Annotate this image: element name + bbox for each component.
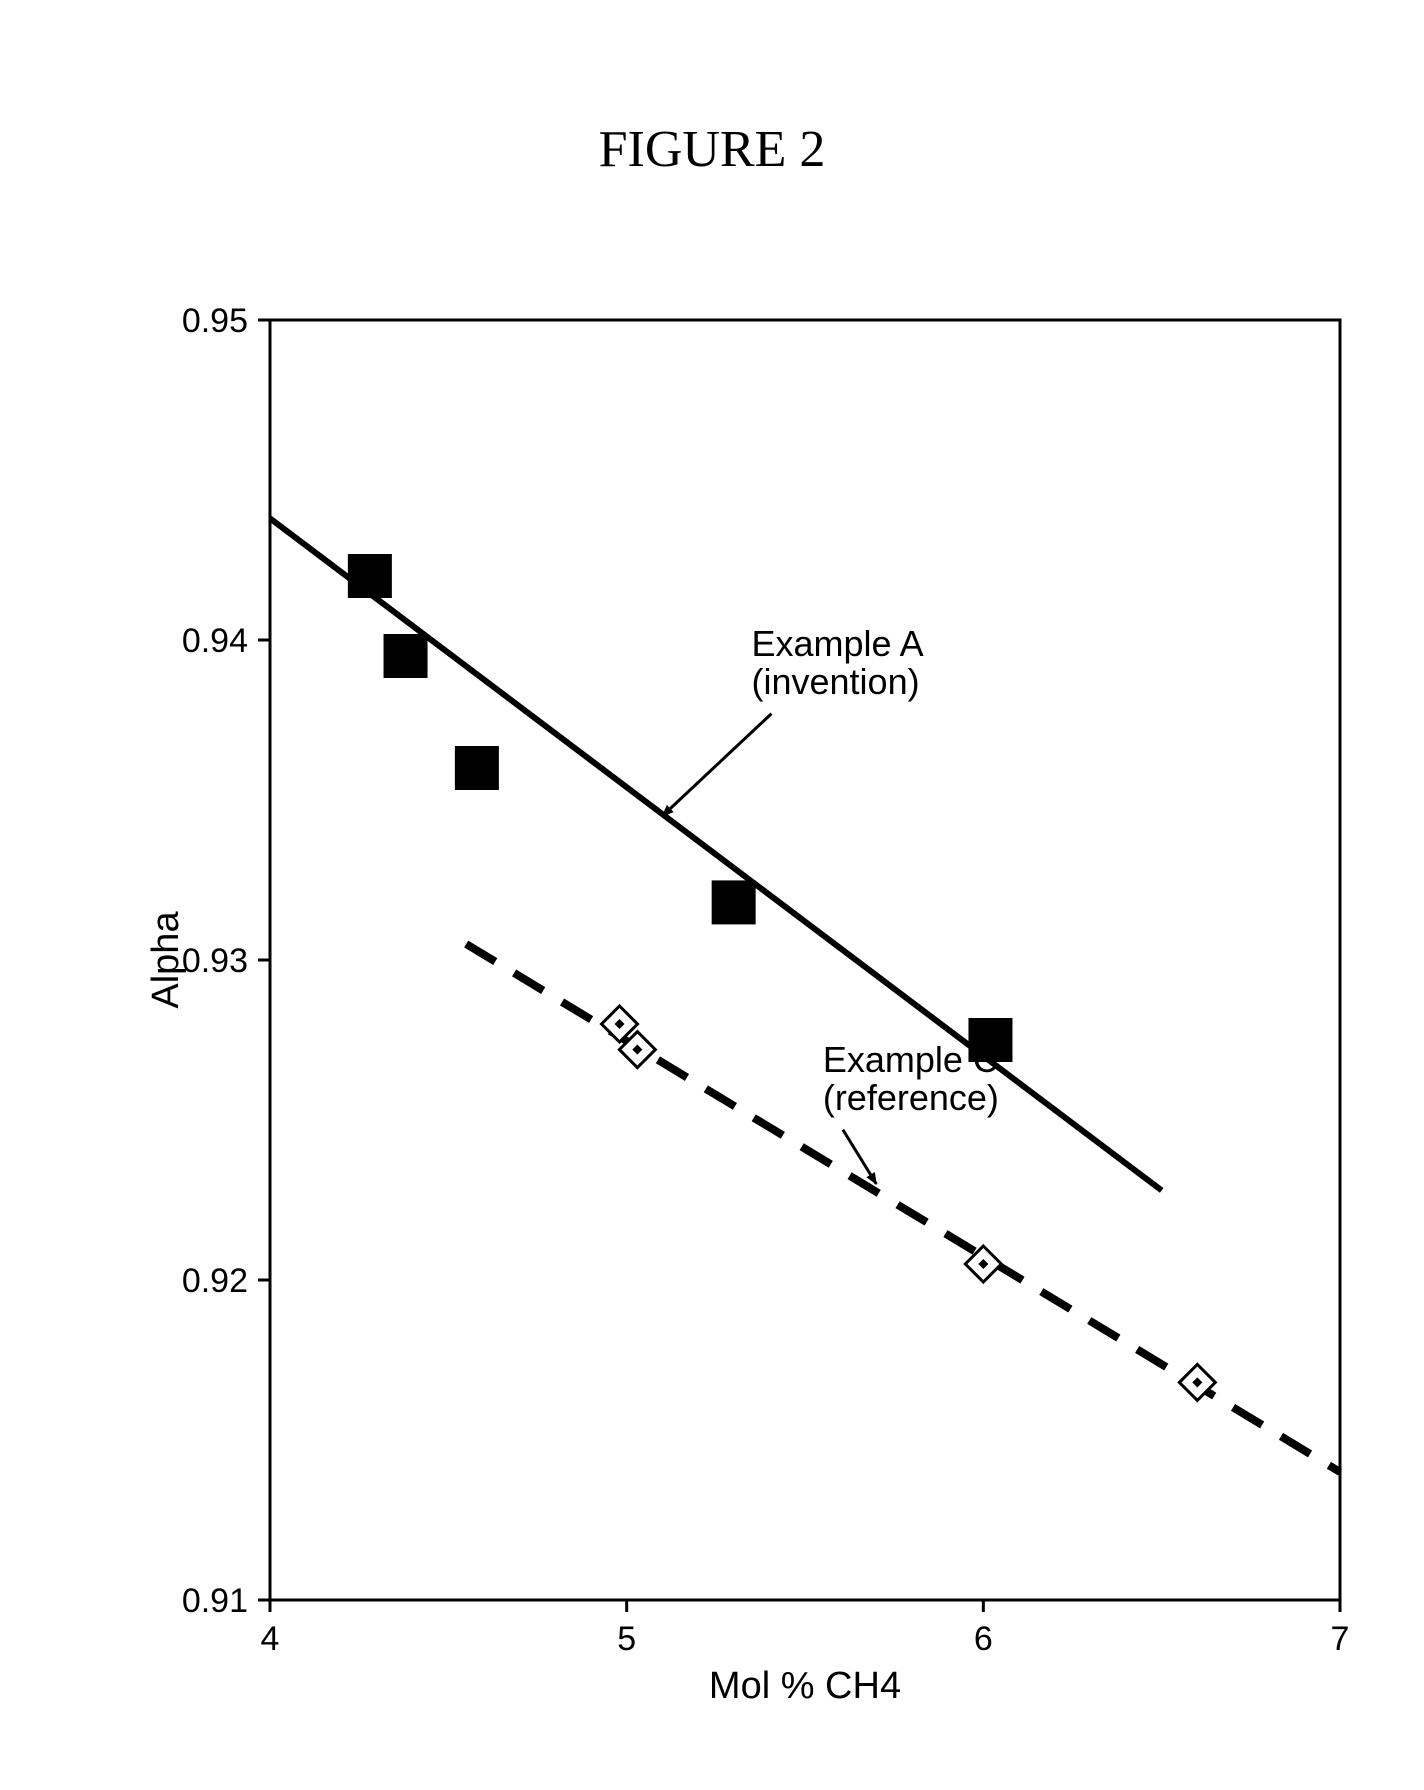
square-marker	[384, 634, 428, 678]
series-annotation-label: Example A(invention)	[752, 623, 924, 702]
y-axis-ticks: 0.91 0.92 0.93 0.94 0.95	[182, 302, 270, 1620]
x-tick-label: 5	[617, 1620, 636, 1658]
fit-line	[466, 944, 1340, 1472]
fit-line	[270, 518, 1162, 1190]
y-tick-label: 0.94	[182, 622, 248, 660]
plot-border	[270, 320, 1340, 1600]
x-tick-label: 4	[261, 1620, 280, 1658]
y-tick-label: 0.93	[182, 942, 248, 980]
figure-title: FIGURE 2	[0, 120, 1424, 179]
series-annotation-label: Example C(reference)	[823, 1039, 999, 1118]
y-tick-label: 0.91	[182, 1582, 248, 1620]
x-axis-label: Mol % CH4	[709, 1665, 901, 1707]
annotation-arrow	[662, 714, 771, 816]
alpha-vs-molpct-chart: 4 5 6 7 0.91 0.92 0.93 0.94 0.95 Mol % CH4 Alph…	[80, 260, 1360, 1720]
page-root: { "figure": { "title": "FIGURE 2", "titl…	[0, 0, 1424, 1790]
square-marker	[455, 746, 499, 790]
y-axis-label: Alpha	[145, 911, 187, 1009]
x-axis-ticks: 4 5 6 7	[261, 1600, 1350, 1658]
square-marker	[712, 880, 756, 924]
x-tick-label: 7	[1331, 1620, 1350, 1658]
y-tick-label: 0.92	[182, 1262, 248, 1300]
square-marker	[348, 554, 392, 598]
annotation-arrow	[843, 1130, 877, 1184]
x-tick-label: 6	[974, 1620, 993, 1658]
y-tick-label: 0.95	[182, 302, 248, 340]
